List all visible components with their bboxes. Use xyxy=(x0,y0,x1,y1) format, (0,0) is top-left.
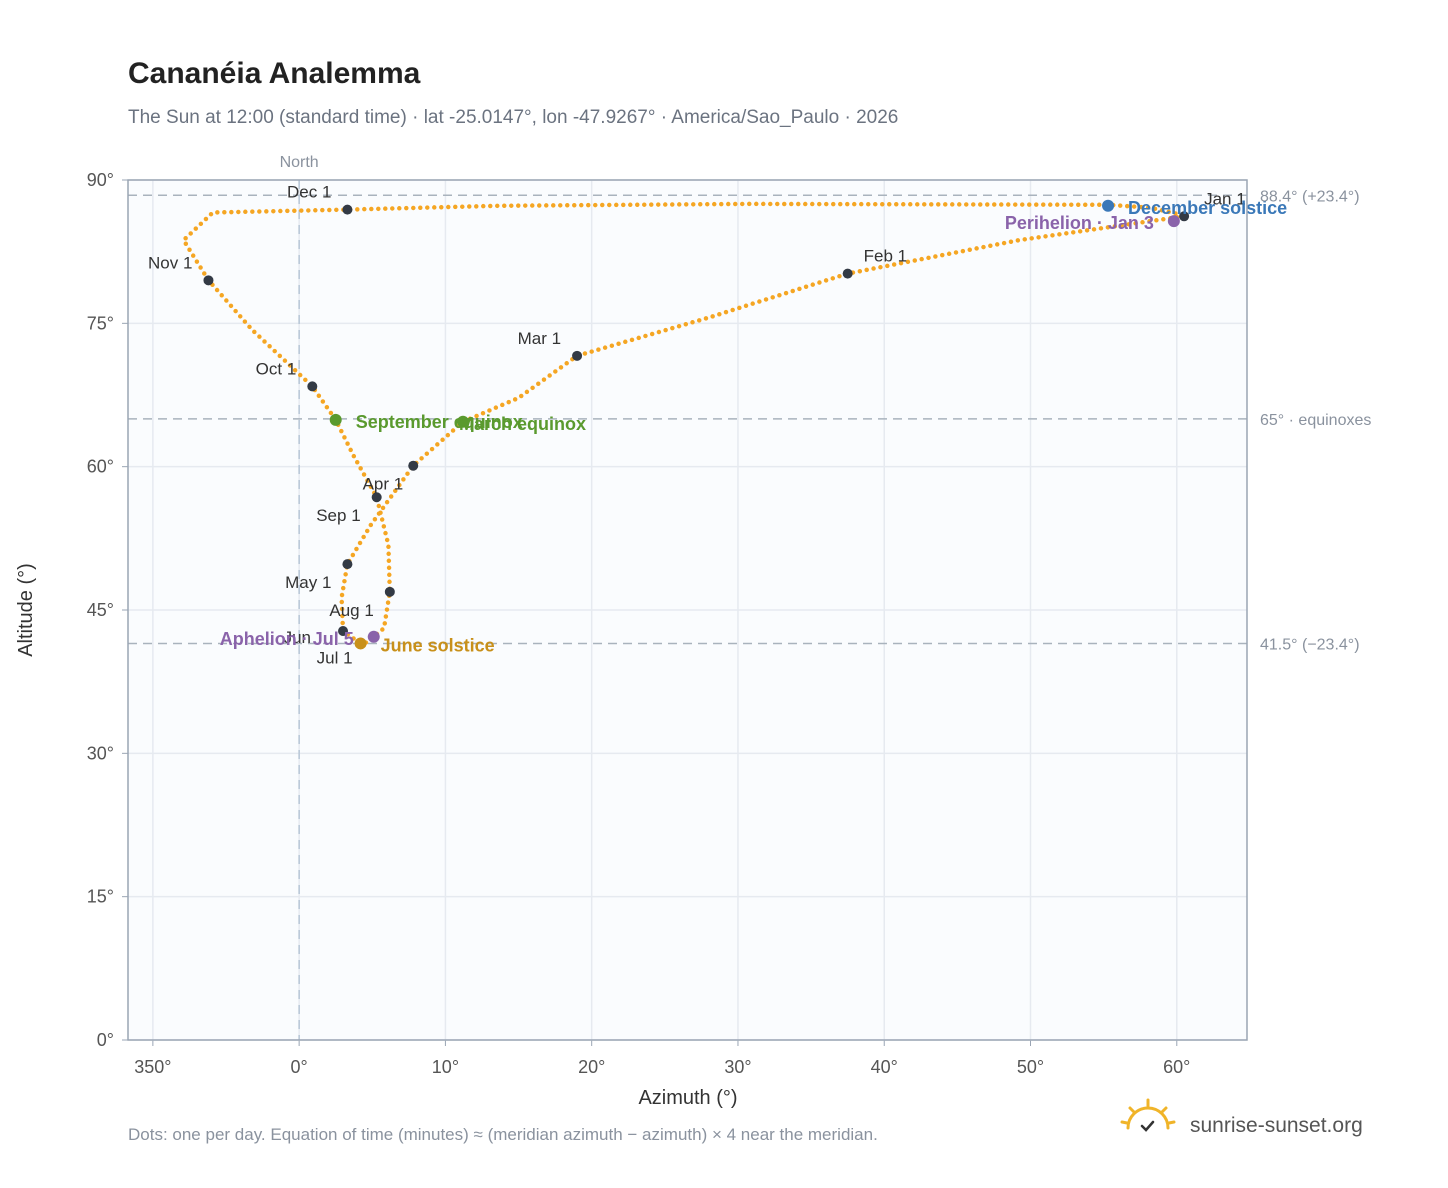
chart-subtitle: The Sun at 12:00 (standard time) · lat -… xyxy=(128,107,898,128)
month-label: Jan 1 xyxy=(1204,189,1246,208)
month-label: May 1 xyxy=(285,573,331,592)
north-label: North xyxy=(280,154,319,171)
y-tick-label: 30° xyxy=(87,743,114,763)
month-label: Oct 1 xyxy=(256,359,297,378)
y-tick-label: 75° xyxy=(87,313,114,333)
x-tick-label: 40° xyxy=(871,1057,898,1077)
event-label: Aphelion · Jul 5 xyxy=(220,629,354,649)
y-axis-label: Altitude (°) xyxy=(15,563,37,657)
event-marker xyxy=(1167,215,1180,228)
event-marker xyxy=(1102,199,1115,212)
grid xyxy=(122,179,1247,1046)
footnote: Dots: one per day. Equation of time (min… xyxy=(128,1125,878,1144)
month-marker xyxy=(572,350,583,361)
x-axis-label: Azimuth (°) xyxy=(638,1087,737,1109)
y-tick-label: 15° xyxy=(87,887,114,907)
month-marker xyxy=(307,381,318,392)
month-label: Jul 1 xyxy=(317,648,353,667)
reference-label: 88.4° (+23.4°) xyxy=(1260,188,1360,205)
month-label: Jun xyxy=(284,628,311,647)
month-marker xyxy=(371,492,382,503)
brand: sunrise-sunset.org xyxy=(1190,1114,1363,1137)
y-tick-label: 90° xyxy=(87,170,114,190)
y-tick-label: 0° xyxy=(97,1030,114,1050)
month-label: Nov 1 xyxy=(148,253,192,272)
month-marker xyxy=(342,204,353,215)
x-tick-label: 350° xyxy=(134,1057,171,1077)
month-marker xyxy=(384,586,395,597)
x-tick-label: 30° xyxy=(724,1057,751,1077)
x-tick-label: 10° xyxy=(432,1057,459,1077)
month-label: Mar 1 xyxy=(518,329,561,348)
event-marker xyxy=(329,413,342,426)
x-tick-label: 50° xyxy=(1017,1057,1044,1077)
event-marker xyxy=(354,637,367,650)
brand-logo xyxy=(1120,1098,1176,1132)
month-marker xyxy=(338,626,349,637)
month-marker xyxy=(408,460,419,471)
event-label: March equinox xyxy=(459,414,586,434)
event-label: September equinox xyxy=(356,412,523,432)
month-label: Sep 1 xyxy=(316,506,360,525)
y-tick-label: 45° xyxy=(87,600,114,620)
event-marker xyxy=(367,630,380,643)
x-tick-label: 0° xyxy=(291,1057,308,1077)
month-label: Dec 1 xyxy=(287,183,331,202)
month-label: Apr 1 xyxy=(363,475,404,494)
month-label: Aug 1 xyxy=(329,601,373,620)
month-label: Feb 1 xyxy=(864,247,907,266)
chart-title: Cananéia Analemma xyxy=(128,57,421,90)
event-label: Perihelion · Jan 3 xyxy=(1005,213,1154,233)
month-marker xyxy=(342,559,353,570)
plot-border xyxy=(127,179,1248,1041)
event-marker xyxy=(456,415,469,428)
reference-label: 41.5° (−23.4°) xyxy=(1260,636,1360,653)
reference-label: 65° · equinoxes xyxy=(1260,412,1371,429)
event-label: June solstice xyxy=(381,635,495,655)
x-tick-label: 20° xyxy=(578,1057,605,1077)
month-marker xyxy=(203,275,214,286)
month-marker xyxy=(1179,211,1190,222)
y-tick-label: 60° xyxy=(87,457,114,477)
x-tick-label: 60° xyxy=(1163,1057,1190,1077)
month-marker xyxy=(842,268,853,279)
